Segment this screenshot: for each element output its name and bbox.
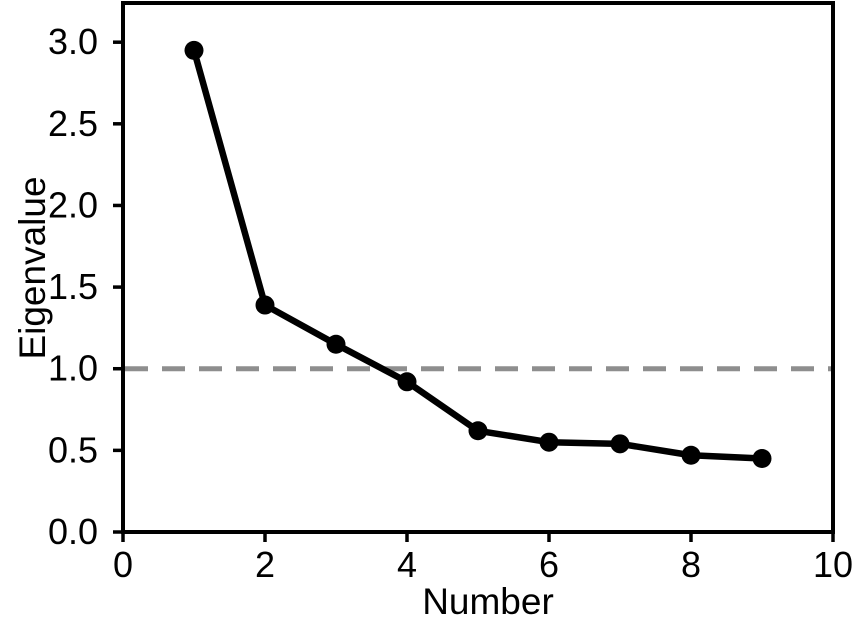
y-tick-label: 1.5 xyxy=(48,266,98,307)
y-axis-label: Eigenvalue xyxy=(12,176,53,359)
x-tick-label: 6 xyxy=(539,544,559,585)
data-point xyxy=(326,334,346,354)
x-tick-label: 10 xyxy=(813,544,853,585)
data-point xyxy=(184,40,204,60)
y-tick-label: 2.5 xyxy=(48,103,98,144)
y-tick-label: 0.5 xyxy=(48,429,98,470)
data-point xyxy=(752,449,772,469)
x-tick-label: 8 xyxy=(681,544,701,585)
chart-layer: 0.0 0.5 1.0 1.5 2.0 2.5 3.0 0 2 4 6 8 10 xyxy=(48,1,853,585)
data-point xyxy=(255,295,275,315)
x-tick-label: 0 xyxy=(113,544,133,585)
y-tick-label: 1.0 xyxy=(48,348,98,389)
plot-frame xyxy=(121,1,835,534)
data-point xyxy=(681,445,701,465)
data-point xyxy=(610,434,630,454)
data-point xyxy=(539,432,559,452)
y-tick-label: 0.0 xyxy=(48,511,98,552)
x-tick-label: 2 xyxy=(255,544,275,585)
y-tick-label: 3.0 xyxy=(48,21,98,62)
data-point xyxy=(397,372,417,392)
x-tick-label: 4 xyxy=(397,544,417,585)
data-point xyxy=(468,421,488,441)
data-line xyxy=(190,47,766,462)
y-tick-label: 2.0 xyxy=(48,184,98,225)
x-axis-label: Number xyxy=(422,581,554,622)
